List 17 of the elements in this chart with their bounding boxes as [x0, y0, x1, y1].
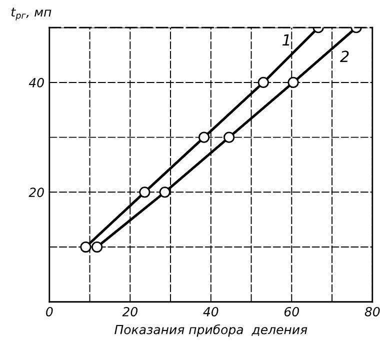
- x-tick-label: 40: [203, 306, 218, 316]
- y-axis-title: t$_{рг}$, мп: [11, 8, 52, 20]
- point: [139, 186, 150, 198]
- point: [224, 132, 235, 143]
- point: [288, 76, 299, 88]
- x-tick-label: 0: [46, 306, 53, 316]
- point: [91, 241, 103, 253]
- point: [80, 241, 92, 253]
- x-tick-label: 20: [122, 306, 138, 316]
- point: [198, 132, 210, 143]
- x-tick-label: 60: [284, 306, 299, 316]
- point: [258, 76, 269, 88]
- x-axis-title: Показания прибора деления: [114, 324, 308, 337]
- point: [159, 186, 170, 198]
- series-label: 2: [340, 50, 349, 62]
- series-label: 1: [282, 34, 290, 46]
- x-tick-label: 80: [364, 306, 380, 316]
